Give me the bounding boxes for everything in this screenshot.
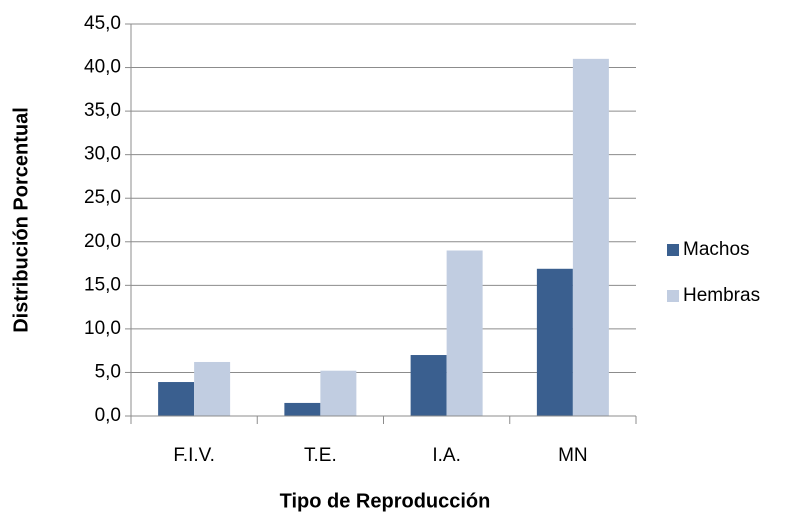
x-axis-title: Tipo de Reproducción <box>280 490 491 512</box>
bar <box>194 361 231 416</box>
y-axis-title: Distribución Porcentual <box>10 107 32 333</box>
y-tick-label: 35,0 <box>84 100 121 121</box>
bar <box>410 355 447 416</box>
x-tick-label: T.E. <box>304 445 337 466</box>
y-tick-label: 0,0 <box>95 405 121 426</box>
x-tick-label: I.A. <box>432 445 461 466</box>
legend-swatch <box>667 290 679 302</box>
y-tick-label: 40,0 <box>84 57 121 78</box>
x-tick-label: MN <box>558 445 588 466</box>
bar <box>158 382 195 416</box>
legend-label: Hembras <box>683 285 760 306</box>
y-tick-label: 15,0 <box>84 274 121 295</box>
legend-label: Machos <box>683 239 750 260</box>
bar <box>536 268 573 416</box>
bar <box>284 402 321 416</box>
y-tick-label: 30,0 <box>84 144 121 165</box>
y-tick-label: 25,0 <box>84 187 121 208</box>
y-tick-label: 5,0 <box>95 361 121 382</box>
legend-swatch <box>667 244 679 256</box>
bar <box>572 58 609 416</box>
bar <box>446 250 483 416</box>
bar <box>320 370 357 416</box>
y-tick-label: 10,0 <box>84 318 121 339</box>
x-tick-label: F.I.V. <box>173 445 215 466</box>
y-tick-label: 20,0 <box>84 231 121 252</box>
y-tick-label: 45,0 <box>84 13 121 34</box>
